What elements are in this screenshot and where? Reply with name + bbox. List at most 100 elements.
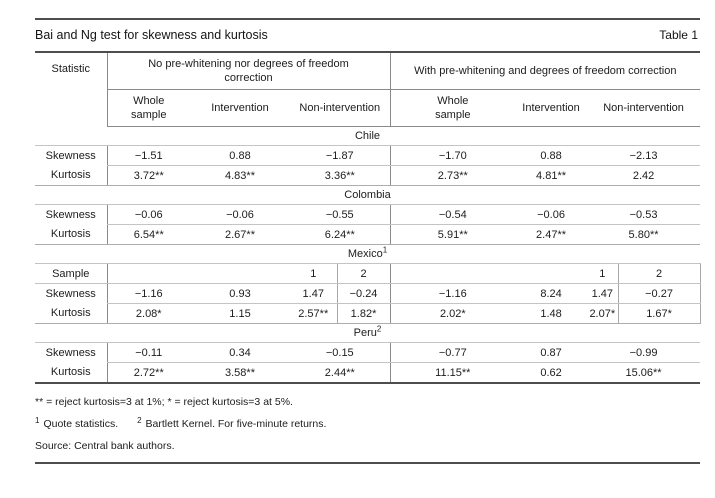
value-cell: 2.57** [290,303,337,324]
country-band-peru: Peru2 [35,323,701,343]
value-cell: 8.24 [515,283,588,304]
value-cell: −0.06 [190,204,290,225]
value-cell: −0.77 [389,342,516,363]
country-band-label: Mexico1 [35,244,701,264]
stat-label: Kurtosis [35,165,107,186]
value-cell: −0.06 [106,204,190,225]
value-cell: 4.81** [515,165,588,186]
value-cell: −0.99 [587,342,701,363]
value-cell: 2 [336,263,391,284]
subcol-header-nonintervention-right: Non-intervention [587,89,701,127]
value-cell: −1.51 [106,145,190,166]
footnote-text-2: Bartlett Kernel. For five-minute returns… [145,418,327,430]
row-chile-skewness: Skewness −1.51 0.88 −1.87 −1.70 0.88 −2.… [35,145,701,166]
value-cell: 0.34 [190,342,290,363]
value-cell: 5.80** [587,224,701,245]
subcol-header-intervention-right: Intervention [515,89,588,127]
row-chile-kurtosis: Kurtosis 3.72** 4.83** 3.36** 2.73** 4.8… [35,165,701,186]
source-note: Source: Central bank authors. [35,440,175,452]
value-cell: 2.42 [587,165,701,186]
stat-label: Sample [35,263,107,284]
value-cell: 0.88 [190,145,290,166]
empty-cell [389,263,588,284]
value-cell: 0.88 [515,145,588,166]
value-cell: 3.72** [106,165,190,186]
value-cell: −0.15 [290,342,391,363]
country-footnote-marker: 1 [382,245,388,255]
value-cell: 0.93 [190,283,290,304]
table-bottom-rule [35,382,700,384]
stat-label: Skewness [45,287,96,300]
value-cell: 1 [587,263,619,284]
table-title: Bai and Ng test for skewness and kurtosi… [35,28,268,42]
subcol-header-whole-right: Whole sample [389,89,516,127]
value-cell: 0.87 [515,342,588,363]
top-rule [35,18,700,20]
country-name: Mexico [347,248,383,260]
value-cell: 2.47** [515,224,588,245]
footnotes-block: ** = reject kurtosis=3 at 1%; * = reject… [35,384,700,452]
value-cell: 4.83** [190,165,290,186]
group-header-left: No pre-whitening nor degrees of freedom … [106,53,391,90]
row-peru-skewness: Skewness −0.11 0.34 −0.15 −0.77 0.87 −0.… [35,342,701,363]
value-cell: 2.07* [587,303,619,324]
country-footnote-marker: 2 [376,324,382,334]
row-mexico-kurtosis: Kurtosis 2.08* 1.15 2.57** 1.82* 2.02* 1… [35,303,701,324]
value-cell: 2.08* [106,303,190,324]
header-subcol-row: Whole sample Intervention Non-interventi… [35,89,701,127]
country-band-chile: Chile [35,126,701,146]
value-cell: 6.54** [106,224,190,245]
results-table: Statistic No pre-whitening nor degrees o… [35,53,701,382]
row-colombia-skewness: Skewness −0.06 −0.06 −0.55 −0.54 −0.06 −… [35,204,701,225]
value-cell: 1.15 [190,303,290,324]
footnote-marker-1: 1 [35,415,40,425]
value-cell: −0.53 [587,204,701,225]
row-colombia-kurtosis: Kurtosis 6.54** 2.67** 6.24** 5.91** 2.4… [35,224,701,245]
subcol-header-label: Whole sample [435,95,471,121]
value-cell: −2.13 [587,145,701,166]
subcol-header-whole-left: Whole sample [106,89,190,127]
empty-cell [106,263,290,284]
value-cell: −0.55 [290,204,391,225]
subcol-header-label: Whole sample [131,95,167,121]
stat-label: Skewness [45,149,96,162]
value-cell: −0.24 [336,283,391,304]
country-name: Peru [353,327,377,339]
country-band-mexico: Mexico1 [35,244,701,264]
stat-label: Kurtosis [35,303,107,324]
value-cell: 1.67* [617,303,701,324]
value-cell: 2.44** [324,366,355,379]
stat-label: Kurtosis [35,224,107,245]
value-cell: −1.87 [290,145,391,166]
country-name: Colombia [344,189,391,201]
header-group-row: Statistic No pre-whitening nor degrees o… [35,53,701,90]
table-caption-row: Bai and Ng test for skewness and kurtosi… [35,20,700,51]
value-cell: −0.54 [389,204,516,225]
value-cell: 2.72** [106,362,190,382]
group-header-right: With pre-whitening and degrees of freedo… [389,53,701,90]
footnote-text-1: Quote statistics. [43,418,119,430]
value-cell: 3.36** [290,165,391,186]
value-cell: 2.02* [389,303,516,324]
row-peru-kurtosis: Kurtosis 2.72** 3.58** 2.44** 11.15** 0.… [35,362,700,382]
stat-label: Skewness [45,346,96,359]
statistic-column-header: Statistic [51,63,90,75]
country-name: Chile [354,130,381,142]
document-page: Bai and Ng test for skewness and kurtosi… [35,18,701,464]
numbered-notes: 1 Quote statistics. 2 Bartlett Kernel. For… [35,415,700,430]
value-cell: 1.47 [587,283,619,304]
row-mexico-sample: Sample 1 2 1 2 [35,263,701,284]
country-band-colombia: Colombia [35,185,701,205]
bottom-rule [35,462,700,464]
value-cell: 2.73** [389,165,516,186]
country-band-label: Colombia [35,185,701,205]
value-cell: 6.24** [290,224,391,245]
value-cell: 15.06** [625,366,662,379]
value-cell: 1.48 [515,303,588,324]
stat-label: Skewness [45,208,96,221]
footnote-marker-2: 2 [137,415,142,425]
value-cell: −0.06 [515,204,588,225]
value-cell: 11.15** [389,362,516,382]
subcol-header-intervention-left: Intervention [190,89,290,127]
significance-note: ** = reject kurtosis=3 at 1%; * = reject… [35,396,293,408]
